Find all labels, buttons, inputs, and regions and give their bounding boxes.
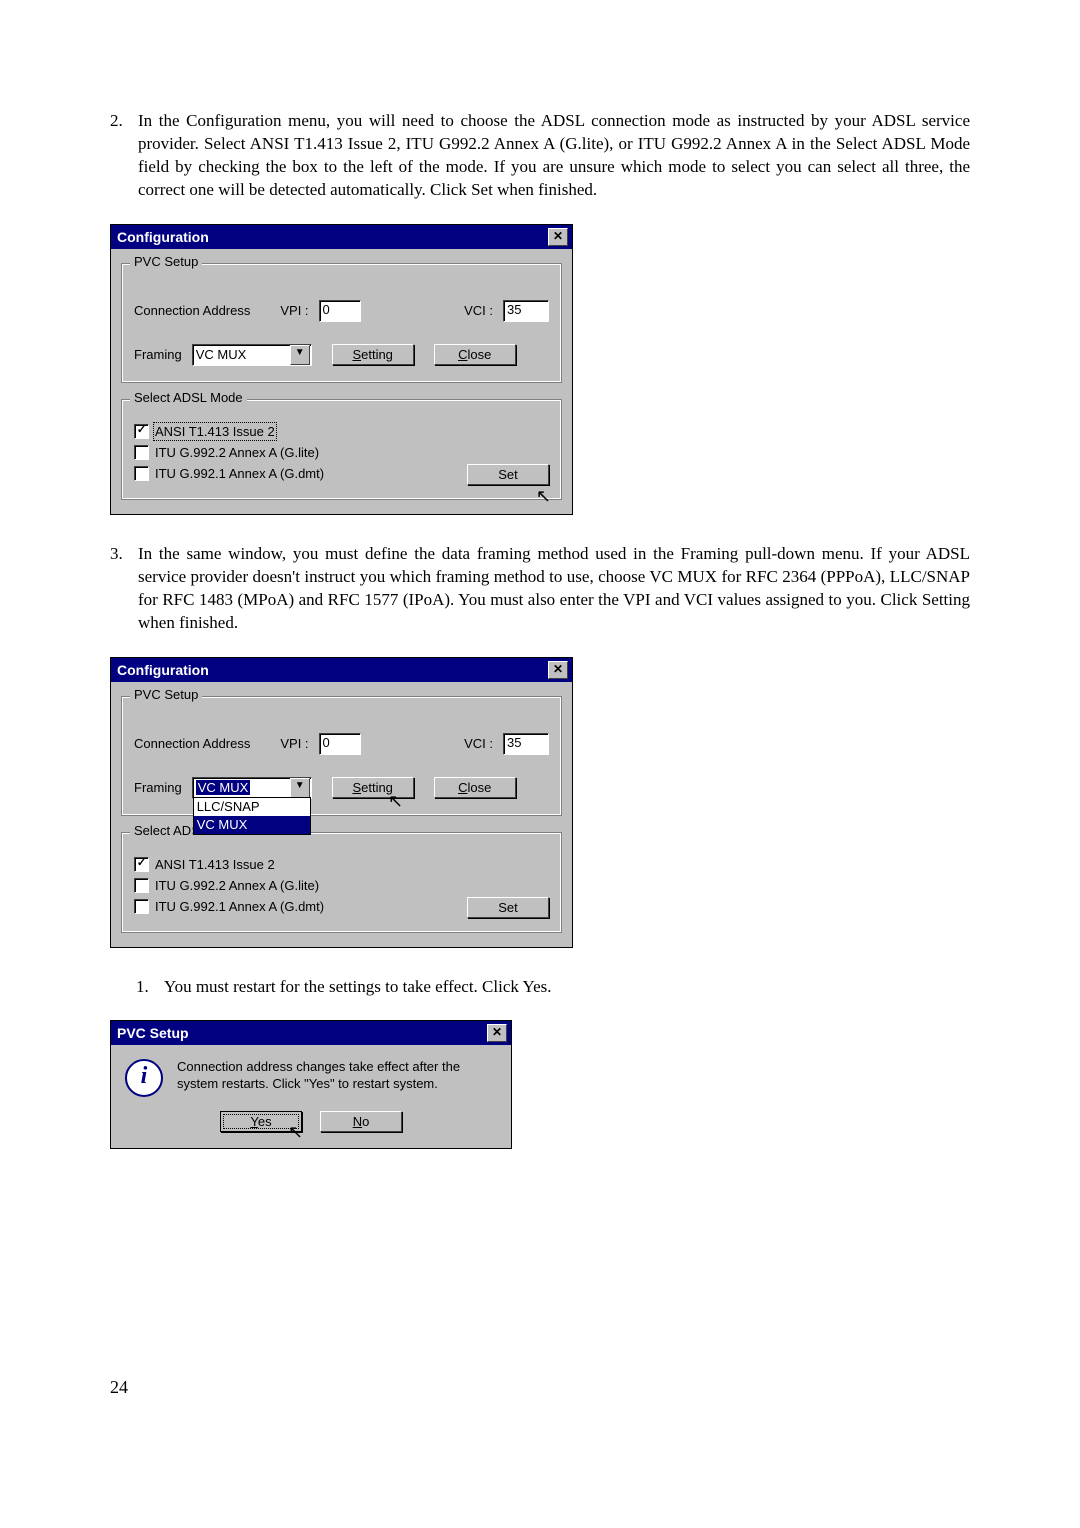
- vpi-label: VPI :: [280, 736, 308, 751]
- para2-text: In the Configuration menu, you will need…: [138, 110, 970, 202]
- connection-address-label: Connection Address: [134, 303, 250, 318]
- framing-select[interactable]: VC MUX ▼: [192, 344, 312, 366]
- setting-button[interactable]: Setting: [332, 777, 414, 798]
- mode1-checkbox[interactable]: [134, 857, 149, 872]
- para1-text: You must restart for the settings to tak…: [164, 976, 552, 999]
- framing-value: VC MUX: [196, 780, 289, 795]
- close-button[interactable]: Close: [434, 344, 516, 365]
- framing-dropdown-list[interactable]: LLC/SNAP VC MUX: [193, 797, 311, 835]
- mode3-label: ITU G.992.1 Annex A (G.dmt): [155, 466, 324, 481]
- close-icon[interactable]: ✕: [487, 1024, 507, 1042]
- mode3-label: ITU G.992.1 Annex A (G.dmt): [155, 899, 324, 914]
- framing-value: VC MUX: [196, 347, 289, 362]
- chevron-down-icon[interactable]: ▼: [290, 345, 310, 365]
- vci-input[interactable]: 35: [503, 300, 549, 322]
- mode1-label: ANSI T1.413 Issue 2: [155, 424, 275, 439]
- no-button[interactable]: No: [320, 1111, 402, 1132]
- config-dialog-1: Configuration ✕ PVC Setup Connection Add…: [110, 224, 573, 515]
- mode1-label: ANSI T1.413 Issue 2: [155, 857, 275, 872]
- vci-input[interactable]: 35: [503, 733, 549, 755]
- adsl-mode-group: Select ADSL Mode ANSI T1.413 Issue 2 ITU…: [121, 399, 562, 500]
- close-icon[interactable]: ✕: [548, 228, 568, 246]
- mode3-checkbox[interactable]: [134, 466, 149, 481]
- vci-label: VCI :: [464, 303, 493, 318]
- vpi-input[interactable]: 0: [319, 733, 361, 755]
- para3-text: In the same window, you must define the …: [138, 543, 970, 635]
- framing-select[interactable]: VC MUX ▼ LLC/SNAP VC MUX: [192, 777, 312, 799]
- adsl-mode-group: Select ADSL Mode ANSI T1.413 Issue 2 ITU…: [121, 832, 562, 933]
- mode1-checkbox[interactable]: [134, 424, 149, 439]
- vpi-input[interactable]: 0: [319, 300, 361, 322]
- vpi-label: VPI :: [280, 303, 308, 318]
- titlebar: Configuration ✕: [111, 658, 572, 682]
- dropdown-option-vcmux[interactable]: VC MUX: [194, 816, 310, 834]
- mode2-label: ITU G.992.2 Annex A (G.lite): [155, 878, 319, 893]
- mode2-checkbox[interactable]: [134, 878, 149, 893]
- setting-button[interactable]: Setting: [332, 344, 414, 365]
- page-number: 24: [110, 1377, 970, 1398]
- pvc-msgbox: PVC Setup ✕ i Connection address changes…: [110, 1020, 512, 1149]
- set-button[interactable]: Set: [467, 897, 549, 918]
- chevron-down-icon[interactable]: ▼: [290, 778, 310, 798]
- paragraph-2: 2. In the Configuration menu, you will n…: [110, 110, 970, 202]
- pvc-setup-group: PVC Setup Connection Address VPI : 0 VCI…: [121, 696, 562, 816]
- pvc-setup-group: PVC Setup Connection Address VPI : 0 VCI…: [121, 263, 562, 383]
- para2-number: 2.: [110, 110, 138, 202]
- para3-number: 3.: [110, 543, 138, 635]
- paragraph-1: 1. You must restart for the settings to …: [110, 976, 970, 999]
- connection-address-label: Connection Address: [134, 736, 250, 751]
- config-dialog-2: Configuration ✕ PVC Setup Connection Add…: [110, 657, 573, 948]
- titlebar: Configuration ✕: [111, 225, 572, 249]
- dialog-title: Configuration: [117, 662, 209, 678]
- close-button[interactable]: Close: [434, 777, 516, 798]
- pvc-legend: PVC Setup: [130, 254, 202, 269]
- vci-label: VCI :: [464, 736, 493, 751]
- adsl-legend: Select ADSL Mode: [130, 390, 247, 405]
- titlebar: PVC Setup ✕: [111, 1021, 511, 1045]
- yes-button[interactable]: Yes: [220, 1111, 302, 1132]
- close-icon[interactable]: ✕: [548, 661, 568, 679]
- framing-label: Framing: [134, 347, 182, 362]
- msgbox-text: Connection address changes take effect a…: [177, 1059, 497, 1093]
- mode2-label: ITU G.992.2 Annex A (G.lite): [155, 445, 319, 460]
- mode3-checkbox[interactable]: [134, 899, 149, 914]
- dropdown-option-llcsnap[interactable]: LLC/SNAP: [194, 798, 310, 816]
- set-button[interactable]: Set: [467, 464, 549, 485]
- pvc-legend: PVC Setup: [130, 687, 202, 702]
- msgbox-title: PVC Setup: [117, 1025, 189, 1041]
- dialog-title: Configuration: [117, 229, 209, 245]
- para1-number: 1.: [136, 976, 164, 999]
- info-icon: i: [125, 1059, 163, 1097]
- framing-label: Framing: [134, 780, 182, 795]
- paragraph-3: 3. In the same window, you must define t…: [110, 543, 970, 635]
- mode2-checkbox[interactable]: [134, 445, 149, 460]
